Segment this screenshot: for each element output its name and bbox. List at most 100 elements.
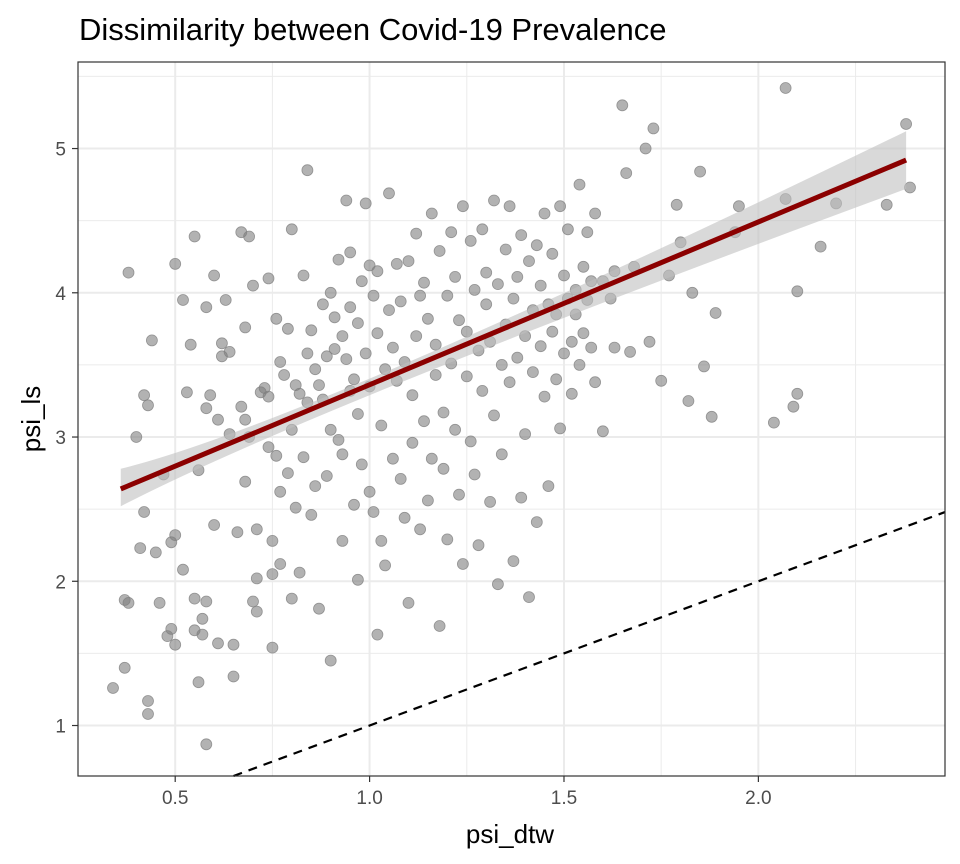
data-point [200, 301, 213, 314]
data-point [250, 572, 263, 585]
data-point [565, 387, 578, 400]
data-point [464, 435, 477, 448]
data-point [460, 370, 473, 383]
x-tick-label: 0.5 [162, 788, 188, 809]
data-point [239, 321, 252, 334]
data-point [324, 654, 337, 667]
data-point [425, 207, 438, 220]
data-point [177, 563, 189, 576]
data-point [410, 330, 423, 343]
data-point [550, 373, 563, 386]
data-point [581, 226, 594, 239]
data-point [511, 351, 524, 364]
data-point [348, 373, 360, 386]
plot-panel [78, 62, 945, 776]
data-point [383, 304, 395, 317]
data-point [355, 275, 368, 288]
data-point [138, 506, 151, 518]
data-point [239, 413, 252, 426]
data-point [589, 376, 601, 389]
data-point [266, 641, 279, 654]
data-point [250, 605, 263, 618]
data-point [441, 533, 454, 546]
data-point [538, 207, 551, 220]
data-point [791, 285, 804, 298]
data-point [142, 399, 154, 412]
data-point [208, 519, 221, 531]
data-point [145, 334, 158, 347]
data-point [386, 341, 399, 354]
x-tick-label: 1.0 [356, 788, 382, 809]
data-point [134, 542, 147, 554]
data-point [212, 413, 224, 426]
data-point [480, 266, 493, 279]
data-point [235, 400, 248, 413]
data-point [534, 279, 547, 292]
data-point [188, 592, 201, 605]
data-point [503, 376, 516, 389]
data-point [328, 343, 341, 355]
data-point [301, 164, 314, 177]
data-point [414, 289, 427, 302]
data-point [433, 620, 446, 632]
data-point [433, 245, 446, 257]
data-point [336, 535, 349, 547]
data-point [165, 623, 178, 635]
data-point [437, 406, 450, 419]
data-point [558, 347, 570, 360]
data-point [565, 335, 578, 348]
chart-title: Dissimilarity between Covid-19 Prevalenc… [79, 12, 667, 47]
data-point [904, 181, 916, 194]
data-point [367, 289, 380, 302]
data-point [515, 491, 528, 504]
data-point [390, 257, 403, 270]
data-point [476, 223, 489, 236]
data-point [383, 187, 395, 200]
data-point [468, 468, 481, 481]
data-point [309, 480, 322, 493]
data-point [200, 402, 213, 415]
data-point [386, 452, 399, 465]
data-point [313, 379, 325, 392]
data-point [270, 449, 283, 462]
data-point [456, 200, 469, 213]
data-point [332, 433, 345, 446]
data-point [694, 165, 706, 178]
data-point [624, 345, 636, 358]
data-point [527, 366, 539, 379]
data-point [344, 246, 357, 259]
data-point [491, 278, 504, 291]
data-point [188, 230, 201, 243]
data-point [558, 269, 570, 282]
data-point [297, 269, 310, 282]
data-point [196, 628, 209, 641]
data-point [616, 99, 629, 112]
data-point [204, 389, 217, 402]
data-point [231, 526, 244, 539]
data-point [472, 539, 485, 552]
data-point [313, 602, 325, 615]
data-point [406, 436, 419, 449]
data-point [639, 142, 652, 155]
data-point [791, 387, 804, 400]
data-point [597, 425, 609, 438]
data-point [515, 229, 528, 242]
data-point [589, 207, 601, 220]
data-point [324, 286, 337, 299]
data-point [212, 637, 224, 650]
data-point [247, 595, 259, 608]
data-point [449, 423, 462, 436]
data-point [320, 470, 333, 482]
panel-border [77, 61, 946, 777]
data-point [266, 568, 279, 580]
data-point [511, 270, 524, 283]
data-point [371, 327, 384, 340]
x-tick-label: 2.0 [745, 788, 771, 809]
data-point [200, 595, 213, 608]
data-point [464, 234, 477, 247]
data-point [130, 431, 143, 443]
data-point [709, 307, 722, 319]
data-point [375, 535, 388, 547]
data-point [371, 265, 384, 278]
data-point [324, 423, 337, 436]
